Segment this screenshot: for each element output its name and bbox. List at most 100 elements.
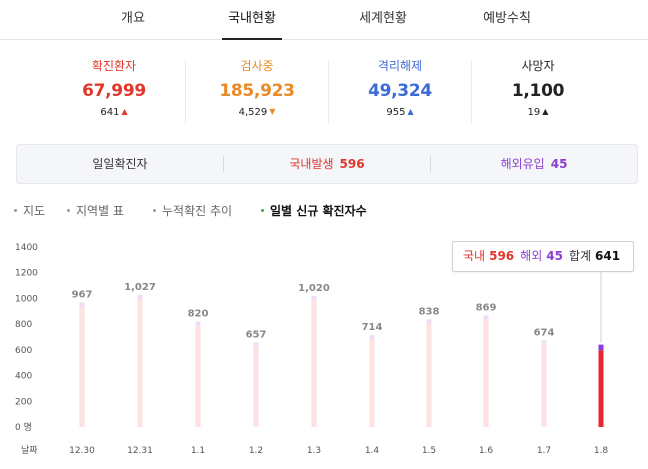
stat-delta: 641 ▲ — [43, 105, 185, 120]
tooltip-overseas-label: 해외 — [520, 249, 543, 263]
bar-total-label: 714 — [362, 322, 383, 333]
tab-world-status[interactable]: 세계현황 — [359, 11, 407, 26]
bullet-icon — [14, 209, 17, 212]
x-tick-label: 12.31 — [127, 446, 153, 456]
tooltip-total-label: 합계 — [568, 249, 592, 263]
bar-overseas — [426, 319, 432, 323]
subtab-label: 지도 — [23, 204, 46, 218]
x-tick-label: 1.6 — [479, 446, 494, 456]
bar-total-label: 1,020 — [298, 283, 330, 294]
divider — [185, 60, 186, 124]
bar-domestic — [483, 319, 489, 427]
daily-confirmed-label: 일일확진자 — [92, 157, 148, 171]
bar-total-label: 869 — [476, 302, 497, 313]
bar-overseas — [195, 321, 201, 326]
stat-value: 1,100 — [511, 81, 565, 101]
subtab-label: 지역별 표 — [76, 204, 124, 218]
top-tab-bar: 개요 국내현황 세계현황 예방수칙 — [0, 0, 648, 40]
stat-title: 격리해제 — [377, 59, 423, 73]
bar-domestic — [137, 298, 143, 427]
y-tick-label: 1400 — [15, 243, 38, 253]
divider — [223, 156, 224, 172]
overseas-label: 해외유입 — [500, 157, 545, 171]
bar-total-label: 967 — [72, 290, 93, 301]
tab-overview[interactable]: 개요 — [121, 11, 145, 26]
divider — [430, 156, 431, 172]
stat-testing: 검사중 185,923 4,529 ▼ — [186, 58, 328, 120]
y-tick-label: 600 — [15, 346, 32, 356]
bar-domestic — [426, 322, 432, 427]
bar-total-label: 838 — [419, 306, 440, 317]
bar-domestic — [541, 343, 547, 427]
bar-overseas — [137, 294, 143, 299]
x-tick-label: 12.30 — [69, 446, 95, 456]
bullet-icon — [67, 209, 70, 212]
x-tick-label: 1.3 — [307, 446, 321, 456]
overseas-inflow: 해외유입 45 — [431, 145, 637, 183]
y-tick-label: 1000 — [15, 294, 38, 304]
bar-domestic — [195, 325, 201, 427]
subtab-cumulative-trend[interactable]: 누적확진 추이 — [153, 202, 232, 220]
y-tick-label: 1200 — [15, 269, 38, 279]
arrow-up-icon: ▲ — [542, 107, 549, 116]
tooltip-total-value: 641 — [595, 249, 621, 263]
tooltip-domestic-value: 596 — [489, 249, 515, 263]
x-tick-label: 1.2 — [249, 446, 263, 456]
domestic-occurrence: 국내발생 596 — [224, 145, 430, 183]
x-axis-label: 날짜 — [21, 445, 38, 456]
tooltip-overseas-value: 45 — [546, 249, 563, 263]
subtab-label: 일별 신규 확진자수 — [270, 204, 367, 218]
bar-domestic — [79, 306, 85, 427]
tab-prevention[interactable]: 예방수칙 — [483, 11, 531, 26]
bar-domestic — [369, 339, 375, 427]
stats-summary: 확진환자 67,999 641 ▲ 검사중 185,923 4,529 ▼ 격리해제… — [0, 58, 648, 128]
stat-released: 격리해제 49,324 955 ▲ — [329, 58, 471, 120]
bar-overseas — [253, 342, 259, 347]
bar-total-label: 657 — [246, 330, 267, 341]
overseas-value: 45 — [550, 157, 568, 171]
stat-confirmed: 확진환자 67,999 641 ▲ — [43, 58, 185, 120]
bar-domestic — [253, 346, 259, 427]
bullet-icon — [153, 209, 156, 212]
bar-overseas — [598, 344, 604, 351]
subtab-label: 누적확진 추이 — [162, 204, 233, 218]
domestic-label: 국내발생 — [289, 157, 334, 171]
stat-value: 67,999 — [82, 81, 146, 101]
daily-confirmed-banner: 일일확진자 국내발생 596 해외유입 45 — [16, 144, 638, 184]
bar-overseas — [369, 335, 375, 340]
bar-overseas — [541, 340, 547, 344]
daily-cases-chart: 0 명 200 400 600 800 1000 1200 1400 967 12.30 1,027… — [15, 243, 608, 456]
tab-domestic-status[interactable]: 국내현황 — [222, 0, 282, 40]
subtab-map[interactable]: 지도 — [14, 202, 45, 220]
x-tick-label: 1.7 — [537, 446, 551, 456]
stat-delta-value: 4,529 — [238, 107, 268, 118]
stat-delta: 19 ▲ — [467, 105, 609, 120]
tooltip-domestic-label: 국내 — [463, 249, 486, 263]
subtab-daily-new-cases[interactable]: 일별 신규 확진자수 — [261, 202, 367, 220]
bar-domestic — [311, 300, 317, 427]
subtab-region-table[interactable]: 지역별 표 — [67, 202, 124, 220]
stat-delta-value: 955 — [386, 107, 406, 118]
stat-value: 49,324 — [368, 81, 432, 101]
x-tick-label: 1.4 — [365, 446, 380, 456]
stat-delta: 4,529 ▼ — [186, 105, 328, 120]
bar-overseas — [483, 315, 489, 320]
arrow-down-icon: ▼ — [269, 107, 276, 116]
stat-value: 185,923 — [219, 81, 295, 101]
x-tick-label: 1.1 — [191, 446, 205, 456]
stat-title: 사망자 — [521, 59, 555, 73]
y-tick-label: 0 명 — [15, 422, 32, 433]
y-tick-label: 200 — [15, 397, 32, 407]
bar-overseas — [79, 302, 85, 307]
x-tick-label: 1.5 — [422, 446, 436, 456]
bullet-icon — [261, 209, 264, 212]
chart-tooltip: 국내 596 해외 45 합계 641 — [452, 241, 634, 272]
stat-title: 확진환자 — [91, 59, 137, 73]
bar-total-label: 820 — [188, 309, 209, 320]
y-tick-label: 400 — [15, 372, 32, 382]
divider — [328, 60, 329, 124]
arrow-up-icon: ▲ — [121, 107, 128, 116]
stat-delta-value: 641 — [100, 107, 120, 118]
bar-total-label: 674 — [534, 327, 555, 338]
bar-domestic — [598, 350, 604, 427]
